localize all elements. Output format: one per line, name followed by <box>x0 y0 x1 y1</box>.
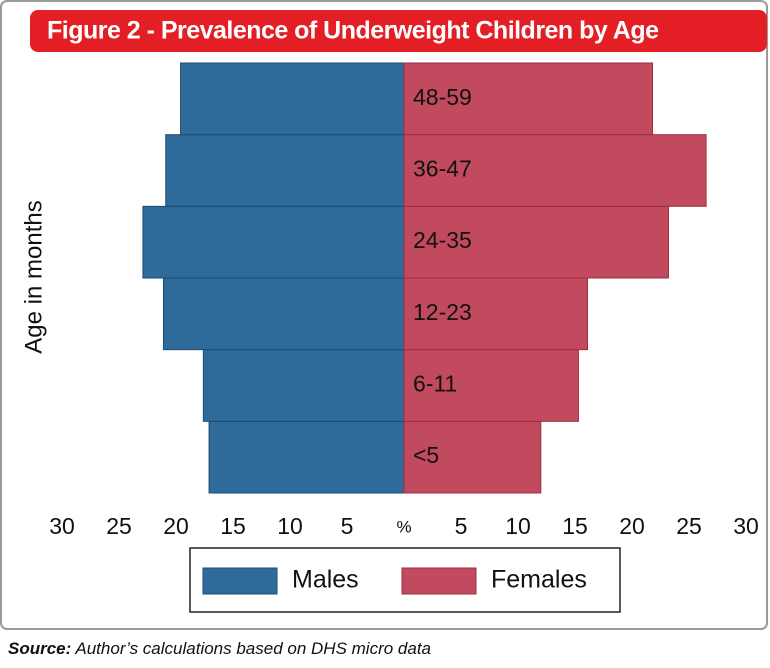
bar <box>403 277 589 351</box>
bar <box>142 205 405 279</box>
source-text: Author’s calculations based on DHS micro… <box>74 639 431 658</box>
x-tick-label: 15 <box>220 513 246 539</box>
x-tick-label: 30 <box>49 513 75 539</box>
source-label: Source: <box>8 639 71 658</box>
x-tick-label: 10 <box>505 513 531 539</box>
source-note: Source: Author’s calculations based on D… <box>8 639 431 658</box>
x-tick-label: 20 <box>619 513 645 539</box>
bar <box>162 277 405 351</box>
category-label: 36-47 <box>413 156 472 182</box>
bar <box>165 134 405 207</box>
bar <box>403 205 669 279</box>
x-tick-label: 5 <box>455 513 468 539</box>
category-label: 24-35 <box>413 227 472 253</box>
x-tick-label: 5 <box>341 513 354 539</box>
bar <box>403 420 542 494</box>
x-tick-label: 20 <box>163 513 189 539</box>
chart-title: Figure 2 - Prevalence of Underweight Chi… <box>47 17 659 45</box>
category-label: 12-23 <box>413 299 472 325</box>
category-label: 6-11 <box>413 371 457 397</box>
title-banner <box>30 10 767 52</box>
legend-label: Males <box>292 566 359 594</box>
bar <box>403 134 707 207</box>
x-tick-label: 25 <box>676 513 702 539</box>
legend-swatch <box>401 567 477 595</box>
legend-label: Females <box>491 566 587 594</box>
x-tick-label: % <box>396 517 411 536</box>
category-label: <5 <box>413 442 439 468</box>
bar <box>403 62 654 136</box>
legend-swatch <box>202 567 278 595</box>
y-axis-label: Age in months <box>20 200 47 353</box>
bar <box>180 62 405 136</box>
x-tick-label: 15 <box>562 513 588 539</box>
x-tick-label: 25 <box>106 513 132 539</box>
bar <box>202 349 405 422</box>
category-label: 48-59 <box>413 84 472 110</box>
bar <box>403 349 579 422</box>
x-tick-label: 10 <box>277 513 303 539</box>
x-tick-label: 30 <box>733 513 759 539</box>
bar <box>208 420 405 494</box>
